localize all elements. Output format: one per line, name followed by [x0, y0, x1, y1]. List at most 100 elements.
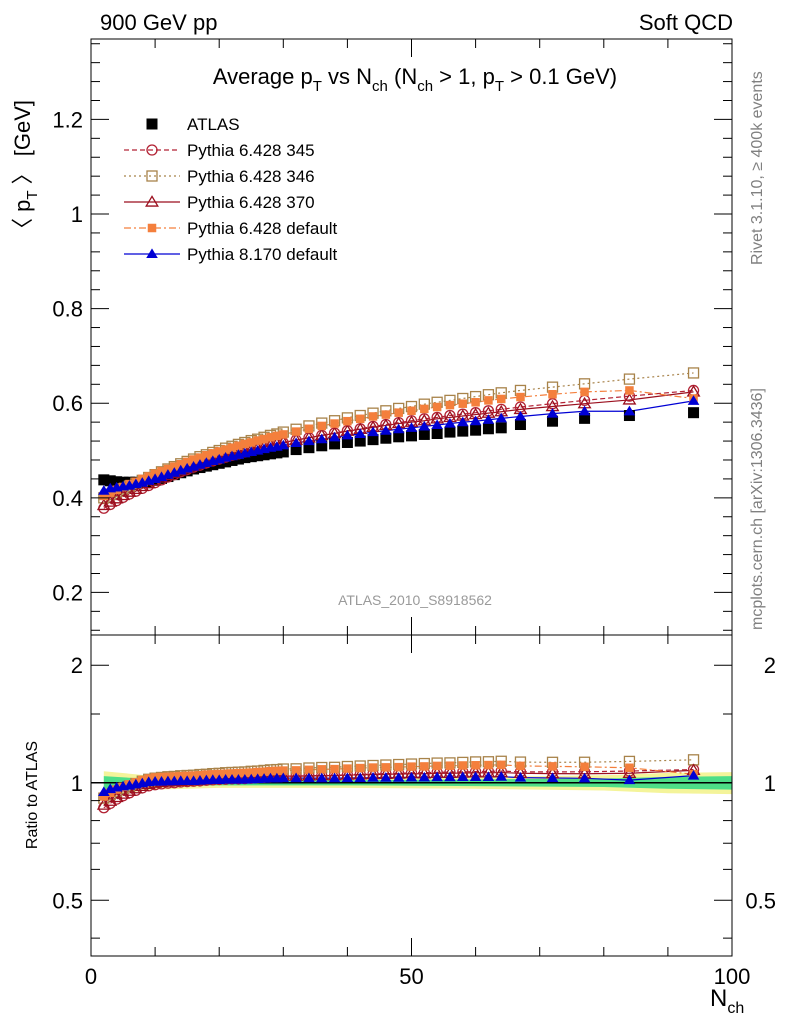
point-pythia-6-428-370	[116, 488, 131, 501]
title-part-5: ch	[417, 78, 433, 95]
point-pythia-6-428-default	[625, 386, 634, 395]
ratio-point-pythia-8-170-default	[290, 772, 302, 783]
point-pythia-8-170-default	[495, 412, 508, 423]
ratio-point-pythia-6-428-default	[208, 770, 218, 779]
ratio-point-pythia-6-428-default	[214, 769, 224, 779]
title-part-1: T	[313, 78, 322, 95]
ratio-point-pythia-8-170-default	[341, 772, 354, 782]
point-pythia-6-428-default	[548, 389, 557, 399]
point-pythia-6-428-default	[432, 402, 442, 412]
ratio-point-pythia-6-428-default	[99, 792, 109, 801]
ratio-point-pythia-8-170-default	[687, 770, 700, 780]
point-pythia-6-428-370	[96, 498, 111, 511]
ratio-point-pythia-8-170-default	[444, 771, 456, 782]
legend: ATLAS Pythia 6.428 345 Pythia 6.428 346 Pyt…	[124, 115, 338, 264]
ratio-xtick-label: 0	[85, 964, 97, 989]
point-atlas	[495, 422, 507, 434]
series-line-pythia-6-428-345	[103, 389, 694, 509]
main-ytick-label: 0.8	[52, 297, 83, 322]
ratio-point-pythia-6-428-default	[266, 766, 275, 776]
point-pythia-6-428-default	[99, 491, 109, 501]
point-atlas	[252, 450, 264, 462]
point-atlas	[367, 434, 379, 446]
point-pythia-8-170-default	[687, 395, 700, 405]
point-pythia-6-428-default	[368, 412, 378, 421]
point-pythia-8-170-default	[328, 431, 341, 442]
point-pythia-8-170-default	[303, 435, 315, 446]
ratio-point-pythia-8-170-default	[328, 772, 341, 783]
point-pythia-6-428-default	[234, 441, 243, 451]
ratio-point-pythia-6-428-default	[458, 761, 468, 770]
ratio-point-pythia-6-428-default	[291, 766, 301, 775]
ratio-point-pythia-6-428-default	[420, 762, 429, 771]
main-y-axis-label: 〈 pT 〉 [GeV]	[10, 100, 41, 240]
point-pythia-6-428-default	[202, 451, 211, 460]
point-pythia-8-170-default	[405, 422, 418, 432]
point-atlas	[111, 476, 123, 488]
point-atlas	[470, 424, 482, 436]
point-pythia-6-428-370	[622, 393, 637, 405]
main-title: Average pT vs Nch (Nch > 1, pT > 0.1 GeV…	[213, 64, 617, 95]
ratio-point-pythia-6-428-default	[516, 761, 525, 771]
point-pythia-6-428-default	[266, 433, 275, 442]
point-pythia-8-170-default	[431, 419, 443, 430]
point-pythia-6-428-default	[317, 421, 327, 431]
main-ytick-label: 0.4	[52, 486, 83, 511]
point-pythia-6-428-346	[687, 367, 700, 379]
point-pythia-6-428-default	[355, 414, 365, 424]
point-pythia-8-170-default	[456, 416, 469, 427]
ratio-point-pythia-6-428-default	[247, 768, 256, 777]
legend-marker-pythia-6-428-370	[145, 195, 159, 207]
point-atlas	[444, 426, 456, 438]
point-atlas	[688, 407, 700, 419]
ratio-point-pythia-6-428-default	[407, 762, 416, 771]
analysis-label: ATLAS_2010_S8918562	[338, 592, 492, 608]
point-atlas	[380, 432, 392, 444]
ratio-point-pythia-6-428-default	[272, 766, 282, 776]
ratio-point-pythia-8-170-default	[546, 772, 559, 783]
point-pythia-6-428-default	[580, 387, 589, 397]
legend-label-atlas: ATLAS	[187, 115, 240, 134]
point-pythia-8-170-default	[546, 408, 559, 418]
point-pythia-6-428-default	[445, 400, 455, 410]
ratio-point-pythia-8-170-default	[495, 771, 508, 781]
point-atlas	[393, 431, 405, 443]
point-pythia-6-428-default	[516, 392, 525, 402]
point-atlas	[406, 430, 417, 442]
legend-marker-pythia-6-428-345	[146, 144, 158, 156]
ratio-point-pythia-8-170-default	[469, 771, 482, 781]
point-atlas	[290, 444, 302, 456]
title-part-2: vs N	[322, 64, 372, 89]
point-pythia-6-428-default	[182, 457, 192, 467]
ratio-point-pythia-6-428-default	[432, 761, 442, 771]
point-atlas	[579, 412, 591, 424]
point-pythia-6-428-default	[458, 399, 468, 408]
x-axis-label: Nch	[710, 985, 744, 1017]
ratio-point-pythia-6-428-default	[625, 763, 634, 773]
point-atlas	[329, 438, 341, 450]
ratio-point-pythia-8-170-default	[418, 771, 431, 782]
ratio-ytick-label-right: 0.5	[745, 888, 776, 913]
ratio-point-pythia-6-428-default	[304, 765, 314, 775]
ratio-point-pythia-8-170-default	[623, 774, 636, 785]
point-atlas	[418, 428, 430, 440]
point-pythia-6-428-default	[176, 459, 185, 469]
point-pythia-8-170-default	[367, 426, 379, 437]
point-atlas	[271, 447, 283, 459]
point-pythia-8-170-default	[315, 433, 328, 444]
ratio-point-pythia-6-428-default	[471, 761, 480, 770]
header-left-label: 900 GeV pp	[100, 10, 217, 35]
legend-label-pythia-6-428-370: Pythia 6.428 370	[187, 193, 315, 212]
point-pythia-6-428-default	[214, 447, 224, 456]
ratio-point-pythia-8-170-default	[578, 772, 591, 783]
legend-label-pythia-8-170-default: Pythia 8.170 default	[187, 245, 338, 264]
point-pythia-6-428-default	[407, 406, 416, 416]
ratio-xtick-label: 100	[714, 964, 751, 989]
point-pythia-6-428-default	[189, 455, 198, 464]
point-pythia-8-170-default	[277, 439, 290, 450]
point-pythia-8-170-default	[514, 410, 527, 421]
ratio-point-pythia-6-428-default	[279, 766, 288, 775]
point-atlas	[303, 442, 315, 454]
ratio-point-pythia-6-428-default	[202, 770, 211, 779]
